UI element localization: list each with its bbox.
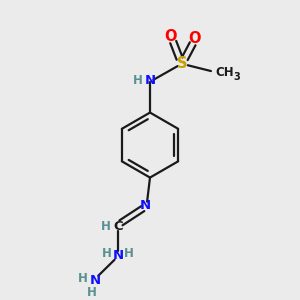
Text: O: O <box>189 31 201 46</box>
Text: CH: CH <box>215 66 234 79</box>
Text: N: N <box>89 274 100 286</box>
Text: N: N <box>112 249 124 262</box>
Text: O: O <box>165 29 177 44</box>
Text: N: N <box>144 74 156 87</box>
Text: H: H <box>87 286 97 299</box>
Text: C: C <box>113 220 123 233</box>
Text: S: S <box>177 56 187 71</box>
Text: H: H <box>102 248 112 260</box>
Text: H: H <box>78 272 88 285</box>
Text: H: H <box>133 74 143 87</box>
Text: 3: 3 <box>233 72 240 82</box>
Text: H: H <box>124 248 134 260</box>
Text: H: H <box>101 220 111 233</box>
Text: N: N <box>140 199 151 212</box>
